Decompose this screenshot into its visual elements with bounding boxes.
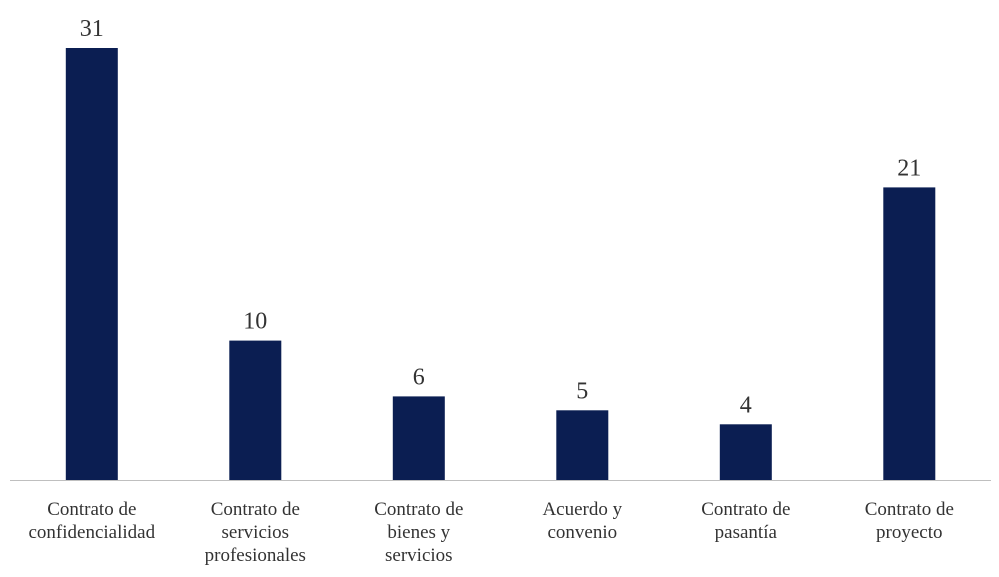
bar-4 <box>719 424 772 480</box>
tick-label-2-0: Contrato de <box>374 499 463 520</box>
bar-2 <box>392 396 445 480</box>
tick-label-0-0: Contrato de <box>47 499 136 520</box>
tick-label-4-1: pasantía <box>715 522 778 543</box>
bar-1 <box>229 340 282 480</box>
data-label-5: 21 <box>897 155 921 181</box>
data-label-3: 5 <box>576 378 588 404</box>
data-label-4: 4 <box>740 392 752 418</box>
tick-label-1-0: Contrato de <box>211 499 300 520</box>
tick-label-5-1: proyecto <box>876 522 942 543</box>
tick-label-1-1: servicios <box>222 522 290 543</box>
tick-label-4-0: Contrato de <box>701 499 790 520</box>
bars-group <box>65 48 936 480</box>
bar-0 <box>65 48 118 480</box>
tick-label-3-1: convenio <box>547 522 617 543</box>
tick-label-3-0: Acuerdo y <box>542 499 622 520</box>
bar-5 <box>883 187 936 480</box>
data-label-1: 10 <box>243 309 267 335</box>
data-label-0: 31 <box>80 16 104 42</box>
tick-label-2-2: servicios <box>385 545 453 566</box>
value-labels-group: 31 10 6 5 4 21 <box>80 16 921 418</box>
data-label-2: 6 <box>413 364 425 390</box>
bar-3 <box>556 410 609 480</box>
tick-label-0-1: confidencialidad <box>28 522 155 543</box>
tick-label-5-0: Contrato de <box>865 499 954 520</box>
tick-label-2-1: bienes y <box>387 522 450 543</box>
tick-label-1-2: profesionales <box>205 545 306 566</box>
